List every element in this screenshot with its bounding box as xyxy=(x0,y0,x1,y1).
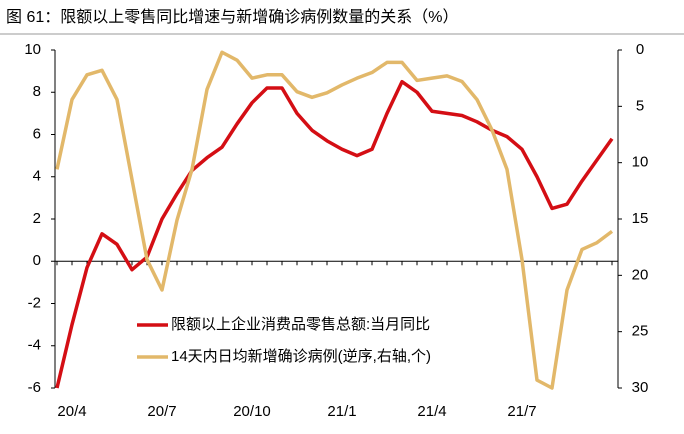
y2-tick-label: 5 xyxy=(636,97,644,114)
series-line xyxy=(55,79,614,389)
watermark: 头条 @未来智库 xyxy=(574,403,676,419)
x-tick-label: 20/10 xyxy=(233,403,271,420)
x-tick-label: 20/7 xyxy=(147,403,176,420)
y2-tick-label: 0 xyxy=(636,41,644,58)
y-tick-label: 10 xyxy=(24,41,41,58)
y-tick-label: -2 xyxy=(28,294,41,311)
legend-label: 14天内日均新增确诊病例(逆序,右轴,个) xyxy=(171,348,431,365)
y-tick-label: 6 xyxy=(33,125,41,142)
chart-title: 图 61：限额以上零售同比增速与新增确诊病例数量的关系（%） xyxy=(6,8,458,26)
x-tick-label: 20/4 xyxy=(57,403,86,420)
y2-tick-label: 10 xyxy=(632,154,649,171)
y-tick-label: 2 xyxy=(33,210,41,227)
y-tick-label: -4 xyxy=(28,337,41,354)
x-tick-label: 21/7 xyxy=(507,403,536,420)
y-tick-label: 4 xyxy=(33,168,41,185)
x-tick-label: 21/1 xyxy=(327,403,356,420)
x-tick-label: 21/4 xyxy=(417,403,446,420)
y2-tick-label: 15 xyxy=(632,210,649,227)
legend-label: 限额以上企业消费品零售总额:当月同比 xyxy=(171,315,430,333)
y2-tick-label: 20 xyxy=(632,266,649,283)
y-tick-label: 8 xyxy=(33,83,41,100)
y-tick-label: 0 xyxy=(33,252,41,269)
series-line xyxy=(55,50,614,390)
y2-tick-label: 25 xyxy=(632,323,649,340)
y2-tick-label: 30 xyxy=(632,379,649,396)
y-tick-label: -6 xyxy=(28,379,41,396)
plot-area xyxy=(55,50,614,390)
